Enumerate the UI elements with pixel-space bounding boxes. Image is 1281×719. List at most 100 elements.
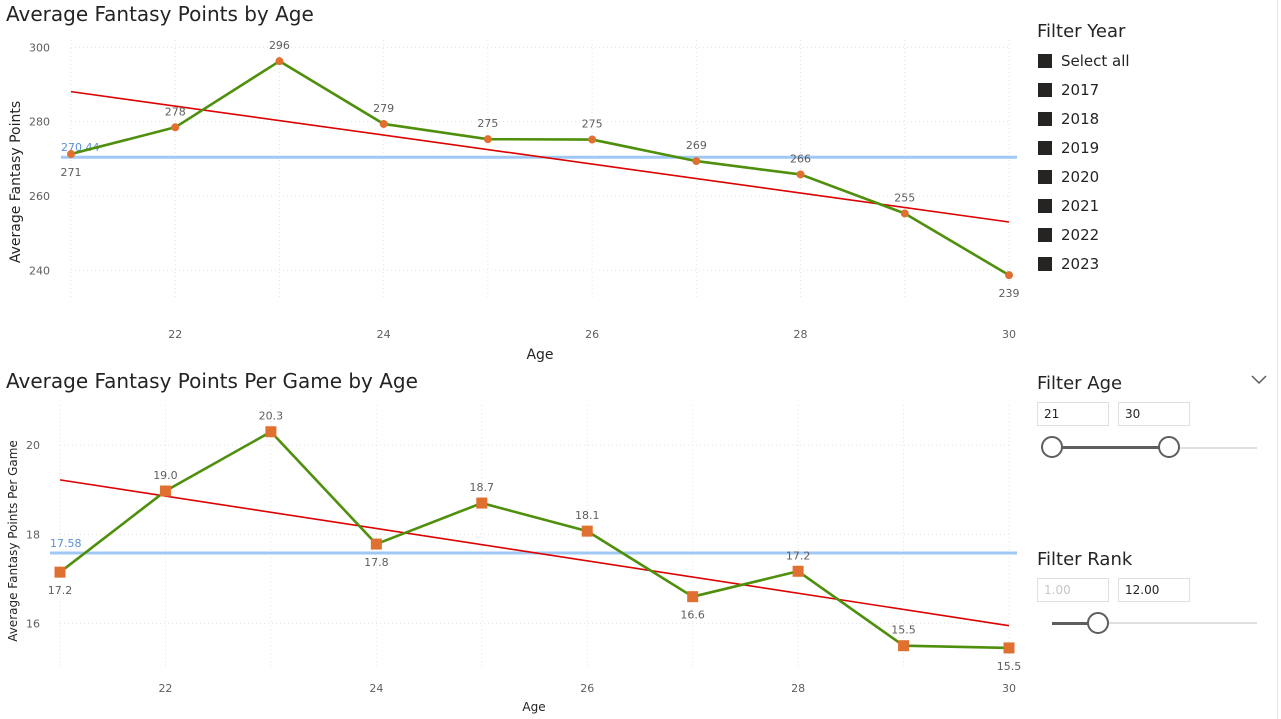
filter-year-item[interactable]: 2022 bbox=[1038, 225, 1099, 245]
filter-year-label: 2018 bbox=[1061, 110, 1100, 128]
data-point bbox=[379, 119, 388, 128]
y-tick-label: 240 bbox=[29, 264, 50, 277]
x-tick-label: 30 bbox=[1002, 328, 1016, 341]
checkbox-icon[interactable] bbox=[1038, 257, 1052, 271]
y-tick-label: 260 bbox=[29, 190, 50, 203]
data-label: 15.5 bbox=[997, 660, 1022, 673]
data-label: 15.5 bbox=[891, 624, 916, 637]
trend-line bbox=[70, 90, 1010, 223]
filter-year-label: 2023 bbox=[1061, 255, 1100, 273]
checkbox-icon[interactable] bbox=[1038, 141, 1052, 155]
chevron-down-icon[interactable] bbox=[1251, 374, 1267, 386]
data-label: 17.8 bbox=[364, 556, 389, 569]
filter-year-item[interactable]: 2017 bbox=[1038, 80, 1099, 100]
filter-year-item[interactable]: 2023 bbox=[1038, 254, 1099, 274]
rank-slider-handle[interactable] bbox=[1087, 612, 1109, 634]
data-label: 255 bbox=[894, 191, 915, 204]
age-slider-min-handle[interactable] bbox=[1041, 436, 1063, 458]
data-point bbox=[588, 135, 597, 144]
chart-title-points-per-game: Average Fantasy Points Per Game by Age bbox=[6, 369, 418, 393]
data-label: 16.6 bbox=[680, 609, 705, 622]
data-label: 19.0 bbox=[153, 469, 178, 482]
series-line bbox=[59, 430, 1010, 650]
data-point bbox=[275, 57, 284, 66]
data-point bbox=[159, 485, 171, 497]
data-point bbox=[54, 566, 66, 578]
points-per-game-by-age-chart: 16 18 20 22 24 26 28 30 Age Average Fantasy Point… bbox=[6, 405, 1022, 714]
y-tick-label: 16 bbox=[26, 617, 40, 630]
data-point bbox=[900, 209, 909, 218]
x-tick-label: 22 bbox=[168, 328, 182, 341]
data-label: 275 bbox=[582, 118, 603, 131]
filter-year-label: Select all bbox=[1061, 52, 1130, 70]
checkbox-icon[interactable] bbox=[1038, 112, 1052, 126]
x-tick-label: 28 bbox=[794, 328, 808, 341]
checkbox-icon[interactable] bbox=[1038, 54, 1052, 68]
data-point bbox=[171, 123, 180, 132]
filter-year-label: 2021 bbox=[1061, 197, 1100, 215]
data-point bbox=[898, 640, 910, 652]
data-label: 266 bbox=[790, 152, 811, 165]
average-reference-label: 17.58 bbox=[50, 537, 82, 550]
data-label: 17.2 bbox=[48, 584, 73, 597]
y-tick-label: 18 bbox=[26, 528, 40, 541]
data-label: 17.2 bbox=[786, 549, 811, 562]
data-label: 269 bbox=[686, 139, 707, 152]
filter-year-item[interactable]: 2020 bbox=[1038, 167, 1099, 187]
y-tick-label: 300 bbox=[29, 41, 50, 54]
checkbox-icon[interactable] bbox=[1038, 199, 1052, 213]
data-point bbox=[67, 150, 75, 159]
filter-year-label: 2020 bbox=[1061, 168, 1100, 186]
y-axis-title: Average Fantasy Points Per Game bbox=[6, 440, 20, 642]
data-label: 18.7 bbox=[470, 481, 495, 494]
data-point bbox=[265, 426, 277, 438]
data-point bbox=[483, 135, 492, 144]
data-point bbox=[370, 538, 382, 550]
filter-age-title: Filter Age bbox=[1037, 373, 1123, 394]
checkbox-icon[interactable] bbox=[1038, 83, 1052, 97]
data-point bbox=[796, 170, 805, 179]
checkbox-icon[interactable] bbox=[1038, 170, 1052, 184]
x-tick-label: 24 bbox=[377, 328, 391, 341]
data-point bbox=[692, 157, 701, 166]
filter-year-item[interactable]: 2018 bbox=[1038, 109, 1099, 129]
data-label: 279 bbox=[373, 102, 394, 115]
data-label: 275 bbox=[477, 117, 498, 130]
data-label: 239 bbox=[999, 287, 1020, 300]
rank-slider-track[interactable] bbox=[1052, 622, 1257, 624]
age-slider-range bbox=[1052, 446, 1169, 449]
trend-line bbox=[59, 479, 1010, 627]
filter-year-label: 2022 bbox=[1061, 226, 1100, 244]
age-max-input[interactable]: 30 bbox=[1118, 402, 1190, 426]
x-axis-title: Age bbox=[526, 347, 553, 363]
y-tick-label: 20 bbox=[26, 439, 40, 452]
data-point bbox=[687, 591, 699, 603]
x-tick-label: 28 bbox=[791, 682, 805, 695]
chart-title-points: Average Fantasy Points by Age bbox=[6, 2, 314, 26]
y-tick-label: 280 bbox=[29, 116, 50, 129]
y-axis-title: Average Fantasy Points bbox=[8, 101, 24, 263]
age-min-input[interactable]: 21 bbox=[1037, 402, 1109, 426]
filter-year-item[interactable]: Select all bbox=[1038, 51, 1130, 71]
x-tick-label: 26 bbox=[580, 682, 594, 695]
filter-year-item[interactable]: 2019 bbox=[1038, 138, 1099, 158]
data-point bbox=[1003, 642, 1015, 654]
data-label: 296 bbox=[269, 39, 290, 52]
checkbox-icon[interactable] bbox=[1038, 228, 1052, 242]
filter-year-label: 2019 bbox=[1061, 139, 1100, 157]
x-tick-label: 30 bbox=[1002, 682, 1016, 695]
data-point bbox=[792, 565, 804, 577]
rank-min-input[interactable]: 1.00 bbox=[1037, 578, 1109, 602]
x-tick-label: 26 bbox=[585, 328, 599, 341]
filter-year-item[interactable]: 2021 bbox=[1038, 196, 1099, 216]
data-point bbox=[581, 525, 593, 537]
age-slider-max-handle[interactable] bbox=[1158, 436, 1180, 458]
data-point bbox=[476, 497, 488, 509]
page-edge-divider bbox=[1277, 0, 1278, 719]
rank-max-input[interactable]: 12.00 bbox=[1118, 578, 1190, 602]
x-tick-label: 22 bbox=[158, 682, 172, 695]
filter-year-title: Filter Year bbox=[1037, 21, 1126, 42]
rank-slider-range bbox=[1052, 622, 1098, 625]
series-line bbox=[70, 59, 1010, 277]
data-point bbox=[1005, 271, 1013, 280]
